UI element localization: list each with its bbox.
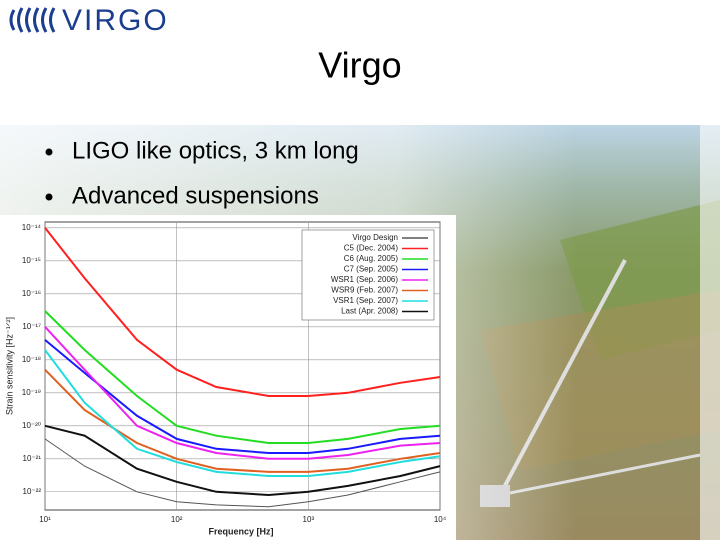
y-tick-label: 10⁻²² bbox=[23, 487, 42, 496]
y-tick-label: 10⁻¹⁸ bbox=[22, 355, 41, 364]
x-tick-label: 10⁴ bbox=[434, 515, 447, 524]
y-tick-label: 10⁻²¹ bbox=[23, 454, 42, 463]
series-line bbox=[44, 326, 441, 460]
bullet-dot bbox=[45, 193, 53, 201]
bullet-text: LIGO like optics, 3 km long bbox=[72, 137, 359, 164]
bullet-dot bbox=[45, 148, 53, 156]
bullet-text: Advanced suspensions bbox=[72, 182, 319, 209]
photo-edge bbox=[700, 125, 720, 540]
y-tick-label: 10⁻¹⁴ bbox=[22, 223, 42, 232]
legend-label: VSR1 (Sep. 2007) bbox=[333, 296, 398, 305]
y-tick-label: 10⁻¹⁷ bbox=[22, 322, 41, 331]
legend-label: C6 (Aug. 2005) bbox=[344, 254, 399, 263]
y-tick-label: 10⁻¹⁹ bbox=[22, 388, 41, 397]
y-axis-label: Strain sensitivity [Hz⁻¹ᐟ²] bbox=[4, 317, 14, 415]
x-axis-label: Frequency [Hz] bbox=[208, 526, 273, 536]
logo-text: VIRGO bbox=[62, 4, 169, 37]
x-tick-label: 10² bbox=[171, 515, 183, 524]
series-line bbox=[44, 310, 441, 444]
y-tick-label: 10⁻¹⁶ bbox=[22, 289, 41, 298]
logo bbox=[9, 7, 56, 33]
legend-label: Last (Apr. 2008) bbox=[341, 307, 398, 316]
series-line bbox=[44, 438, 441, 508]
legend-label: WSR9 (Feb. 2007) bbox=[331, 286, 398, 295]
series-line bbox=[44, 349, 441, 477]
y-tick-label: 10⁻²⁰ bbox=[22, 421, 41, 430]
legend-box bbox=[301, 229, 435, 321]
series-line bbox=[44, 339, 441, 454]
x-tick-label: 10³ bbox=[303, 515, 315, 524]
y-tick-label: 10⁻¹⁵ bbox=[22, 256, 41, 265]
legend-label: WSR1 (Sep. 2006) bbox=[331, 275, 398, 284]
x-tick-label: 10¹ bbox=[39, 515, 51, 524]
slide-title: Virgo bbox=[318, 45, 401, 86]
legend-label: C7 (Sep. 2005) bbox=[344, 265, 399, 274]
series-line bbox=[44, 227, 441, 397]
legend-label: C5 (Dec. 2004) bbox=[344, 244, 399, 253]
legend-label: Virgo Design bbox=[352, 233, 398, 242]
series-line bbox=[44, 424, 441, 497]
